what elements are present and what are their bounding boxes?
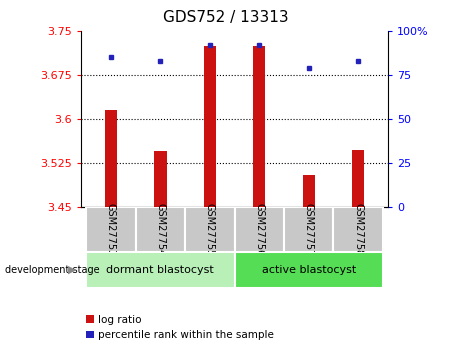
Text: GSM27756: GSM27756 (254, 203, 264, 256)
Bar (185, 207, 235, 252)
Bar (284, 207, 333, 252)
Text: GSM27754: GSM27754 (155, 203, 166, 256)
Bar (86, 252, 235, 288)
Text: dormant blastocyst: dormant blastocyst (106, 265, 214, 275)
Bar (303, 175, 315, 207)
Bar (203, 46, 216, 207)
Text: development stage: development stage (5, 265, 99, 275)
Text: GDS752 / 13313: GDS752 / 13313 (163, 10, 288, 25)
Text: GSM27755: GSM27755 (205, 203, 215, 256)
Text: GSM27758: GSM27758 (353, 203, 363, 256)
Bar (253, 46, 266, 207)
Legend: log ratio, percentile rank within the sample: log ratio, percentile rank within the sa… (87, 315, 274, 340)
Bar (136, 207, 185, 252)
Bar (154, 151, 166, 207)
Text: GSM27757: GSM27757 (304, 203, 314, 256)
Text: GSM27753: GSM27753 (106, 203, 116, 256)
Bar (333, 207, 383, 252)
Bar (86, 207, 136, 252)
Bar (105, 110, 117, 207)
Bar (235, 207, 284, 252)
Text: active blastocyst: active blastocyst (262, 265, 356, 275)
Text: ▶: ▶ (68, 265, 77, 275)
Bar (352, 149, 364, 207)
Bar (235, 252, 383, 288)
